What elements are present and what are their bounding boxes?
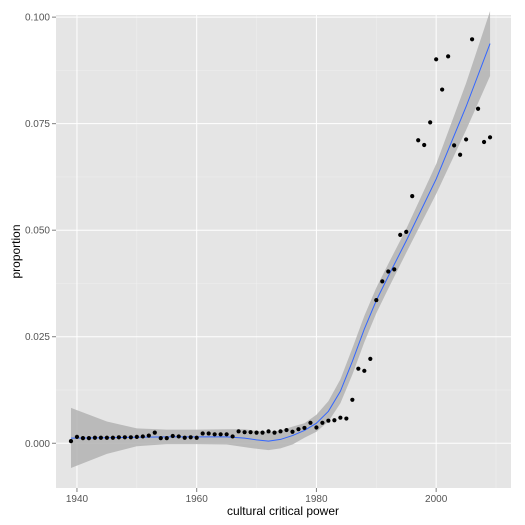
data-point: [320, 420, 325, 425]
x-tick-label: 1940: [66, 494, 89, 505]
data-point: [404, 229, 409, 234]
data-point: [98, 435, 103, 440]
data-point: [452, 143, 457, 148]
data-point: [398, 232, 403, 237]
y-tick-label: 0.025: [25, 332, 50, 343]
data-point: [224, 432, 229, 437]
data-point: [464, 137, 469, 142]
data-point: [434, 57, 439, 62]
plot-panel: [56, 15, 511, 488]
data-point: [326, 418, 331, 423]
data-point: [380, 279, 385, 284]
data-point: [458, 152, 463, 157]
data-point: [302, 425, 307, 431]
data-point: [260, 430, 265, 435]
smooth-line-layer: [70, 43, 491, 442]
data-point: [422, 142, 427, 148]
data-point: [308, 420, 313, 425]
data-point: [469, 37, 475, 42]
data-point: [374, 297, 379, 303]
data-point: [440, 87, 445, 92]
axes-layer: 1940 1960 1980 2000 0.000 0.025 0.050 0.075 0.10…: [25, 13, 448, 505]
data-point: [368, 356, 373, 361]
data-point: [356, 366, 361, 371]
data-point: [152, 430, 157, 435]
data-point: [86, 436, 92, 441]
data-point: [122, 435, 127, 440]
data-point: [212, 432, 217, 437]
data-point: [248, 430, 253, 435]
data-point: [134, 434, 139, 439]
data-point: [230, 434, 235, 439]
data-point: [80, 436, 86, 441]
data-point: [242, 430, 247, 435]
data-point: [362, 368, 367, 373]
y-tick-label: 0.050: [25, 226, 50, 237]
data-point: [104, 435, 109, 440]
data-point: [236, 429, 241, 434]
data-point: [475, 106, 481, 111]
data-point: [350, 397, 355, 402]
data-point: [110, 435, 115, 440]
data-point: [314, 425, 319, 430]
data-point: [218, 432, 223, 437]
data-point: [194, 435, 199, 440]
confidence-band-layer: [70, 11, 491, 468]
smooth-line: [70, 43, 491, 442]
data-point: [188, 435, 193, 440]
data-point: [296, 427, 301, 432]
data-point: [140, 434, 145, 439]
data-point: [254, 430, 259, 435]
data-point: [446, 54, 451, 59]
data-point: [272, 430, 277, 435]
confidence-band: [70, 11, 491, 468]
x-tick-label: 1980: [305, 494, 328, 505]
data-point: [428, 120, 433, 125]
x-axis-title: cultural critical power: [227, 504, 339, 518]
data-point: [92, 435, 98, 440]
y-axis-title: proportion: [9, 224, 23, 278]
data-point: [338, 415, 343, 420]
data-point: [158, 436, 163, 441]
data-point: [116, 435, 121, 440]
data-point: [392, 267, 397, 272]
data-point: [146, 433, 151, 438]
data-point: [481, 139, 487, 145]
data-point: [182, 435, 187, 440]
x-tick-label: 2000: [425, 494, 448, 505]
data-point: [410, 194, 415, 199]
data-point: [332, 418, 337, 423]
data-point: [290, 429, 295, 434]
data-point: [176, 434, 181, 439]
data-point: [344, 416, 349, 421]
data-point: [170, 433, 175, 439]
data-point: [206, 431, 211, 436]
data-point: [386, 269, 391, 274]
data-point: [74, 434, 80, 439]
data-point: [284, 427, 289, 433]
data-point: [200, 431, 205, 436]
data-points-layer: [68, 37, 493, 444]
y-tick-label: 0.000: [25, 439, 50, 450]
data-point: [128, 435, 133, 440]
data-point: [487, 135, 493, 140]
x-tick-label: 1960: [186, 494, 209, 505]
data-point: [278, 429, 283, 434]
data-point: [164, 436, 169, 441]
y-tick-label: 0.100: [25, 13, 50, 24]
y-tick-label: 0.075: [25, 119, 50, 130]
data-point: [416, 138, 421, 143]
data-point: [266, 429, 271, 434]
data-point: [68, 439, 74, 444]
